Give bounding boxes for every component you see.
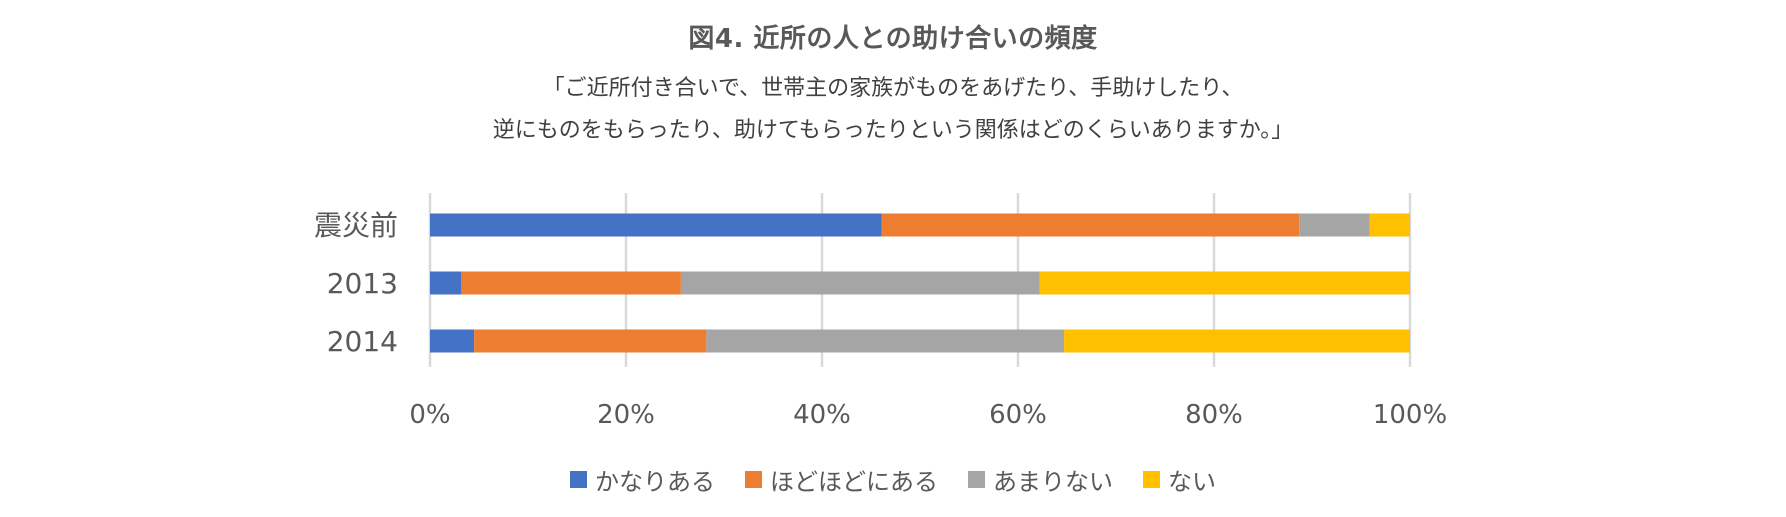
- x-tick-label: 0%: [409, 400, 450, 430]
- x-tick-label: 100%: [1373, 400, 1447, 430]
- bar-segment: [474, 329, 707, 353]
- legend-swatch: [745, 471, 762, 488]
- legend-item: かなりある: [570, 462, 715, 497]
- legend-swatch: [570, 471, 587, 488]
- legend-swatch: [1143, 471, 1160, 488]
- legend-label: ほどほどにある: [770, 468, 938, 496]
- x-tick-label: 20%: [597, 400, 655, 430]
- bar-segment: [881, 213, 1300, 237]
- legend-label: ない: [1168, 468, 1216, 496]
- bar-segment: [1039, 271, 1410, 295]
- x-tick-label: 60%: [989, 400, 1047, 430]
- chart-legend: かなりある ほどほどにある あまりない ない: [0, 462, 1786, 497]
- legend-item: あまりない: [968, 462, 1113, 497]
- chart-subtitle-line-1: 「ご近所付き合いで、世帯主の家族がものをあげたり、手助けしたり、: [542, 76, 1244, 101]
- legend-swatch: [968, 471, 985, 488]
- bar-segment: [430, 271, 462, 295]
- legend-item: ない: [1143, 462, 1216, 497]
- legend-label: あまりない: [993, 468, 1113, 496]
- bar-segment: [1299, 213, 1370, 237]
- chart-title: 図4. 近所の人との助け合いの頻度: [688, 24, 1098, 54]
- bar-segment: [1064, 329, 1410, 353]
- bar-segment: [706, 329, 1065, 353]
- chart-subtitle-line-2: 逆にものをもらったり、助けてもらったりという関係はどのくらいありますか。」: [492, 118, 1294, 143]
- x-tick-label: 80%: [1185, 400, 1243, 430]
- y-category-label: 2014: [327, 325, 398, 358]
- bar-segment: [1369, 213, 1410, 237]
- y-category-label: 2013: [327, 267, 398, 300]
- y-category-label: 震災前: [314, 209, 398, 242]
- legend-label: かなりある: [595, 468, 715, 496]
- bar-segment: [430, 329, 475, 353]
- legend-item: ほどほどにある: [745, 462, 938, 497]
- bar-segment: [680, 271, 1040, 295]
- bar-segment: [430, 213, 882, 237]
- bar-segment: [461, 271, 681, 295]
- x-tick-label: 40%: [793, 400, 851, 430]
